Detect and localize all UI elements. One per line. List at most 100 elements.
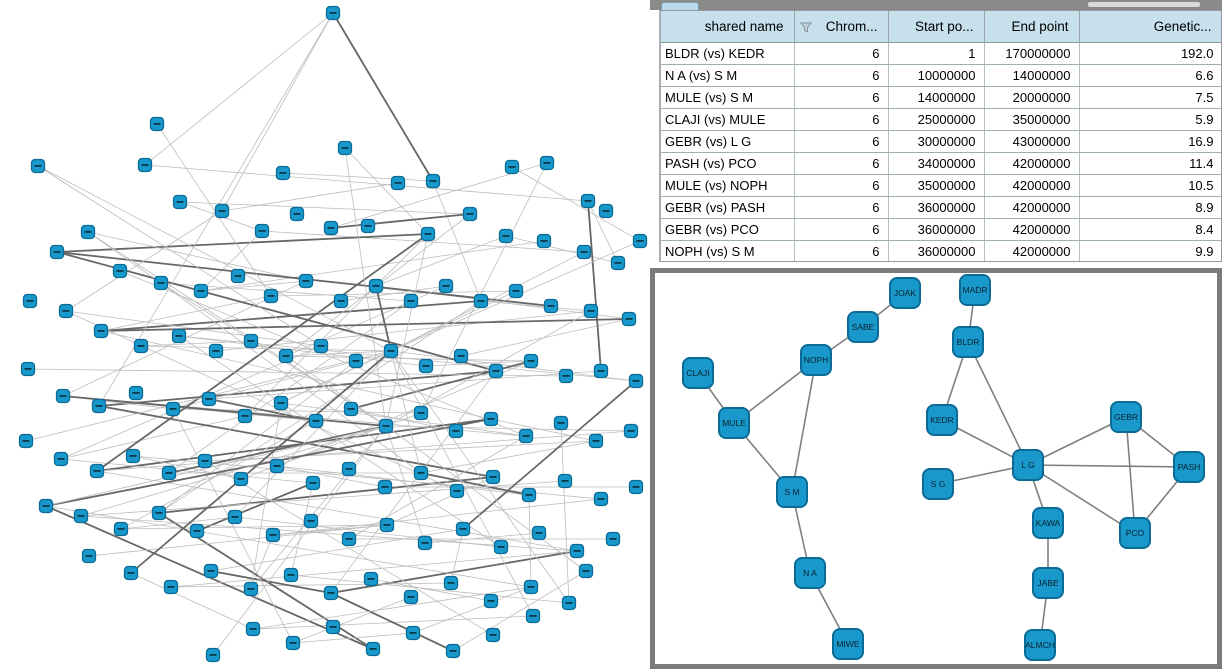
graph-edge[interactable] [505, 235, 619, 264]
graph-edge[interactable] [96, 470, 578, 552]
table-cell[interactable]: 36000000 [888, 196, 985, 219]
graph-edge[interactable] [144, 12, 334, 166]
graph-edge-L G-PASH[interactable] [1027, 464, 1190, 468]
graph-edge[interactable] [290, 482, 314, 576]
graph-edge[interactable] [130, 350, 392, 574]
graph-edge-BLDR-L G[interactable] [967, 341, 1029, 466]
graph-node-KAWA[interactable] [1032, 507, 1064, 539]
graph-edge[interactable] [344, 147, 387, 427]
graph-edge[interactable] [560, 422, 570, 604]
table-row[interactable]: BLDR (vs) KEDR 6 1 170000000 192.0 [661, 42, 1221, 65]
table-cell[interactable]: 36000000 [888, 218, 985, 241]
graph-edge-GEBR-L G[interactable] [1027, 416, 1127, 466]
graph-edge[interactable] [98, 370, 497, 407]
table-cell[interactable]: 42000000 [984, 196, 1080, 219]
graph-edge[interactable] [96, 430, 632, 472]
graph-edge[interactable] [460, 318, 630, 357]
table-cell[interactable]: 5.9 [1079, 108, 1221, 131]
graph-edge[interactable] [290, 574, 570, 604]
graph-edge[interactable] [27, 368, 567, 377]
graph-edge[interactable] [56, 251, 497, 372]
graph-edge[interactable] [221, 12, 334, 212]
graph-edge[interactable] [350, 408, 457, 432]
graph-edge[interactable] [62, 395, 387, 427]
graph-edge[interactable] [200, 230, 263, 292]
table-cell[interactable]: 6 [794, 174, 889, 197]
graph-edge[interactable] [292, 596, 412, 644]
table-row[interactable]: CLAJI (vs) MULE 6 25000000 35000000 5.9 [661, 108, 1221, 131]
table-cell[interactable]: BLDR (vs) KEDR [661, 42, 795, 65]
graph-node-N A[interactable] [794, 557, 826, 589]
graph-edge[interactable] [386, 476, 494, 526]
graph-edge[interactable] [282, 172, 434, 182]
graph-edge[interactable] [119, 270, 527, 437]
graph-edge-L G-PCO[interactable] [1027, 464, 1136, 534]
table-row[interactable]: PASH (vs) PCO 6 34000000 42000000 11.4 [661, 152, 1221, 175]
table-cell[interactable]: 1 [888, 42, 985, 65]
table-cell[interactable]: 16.9 [1079, 130, 1221, 153]
graph-edge[interactable] [200, 240, 545, 292]
graph-edge[interactable] [462, 380, 637, 530]
graph-edge[interactable] [292, 632, 414, 644]
graph-edge[interactable] [100, 318, 630, 332]
graph-node-ALMCH[interactable] [1024, 629, 1056, 661]
column-header-chromosome[interactable]: Chrom... [794, 11, 889, 43]
table-cell[interactable]: 6 [794, 64, 889, 87]
table-cell[interactable]: 8.9 [1079, 196, 1221, 219]
graph-edge[interactable] [204, 460, 494, 636]
graph-edge[interactable] [87, 231, 387, 427]
graph-edge[interactable] [375, 235, 507, 287]
graph-edge[interactable] [132, 455, 242, 480]
table-cell[interactable]: CLAJI (vs) MULE [661, 108, 795, 131]
graph-edge[interactable] [212, 425, 387, 656]
graph-edge[interactable] [587, 200, 602, 372]
column-header-shared-name[interactable]: shared name [661, 11, 795, 43]
table-cell[interactable]: 7.5 [1079, 86, 1221, 109]
graph-edge[interactable] [87, 231, 162, 284]
graph-edge[interactable] [272, 524, 388, 536]
graph-edge[interactable] [250, 425, 387, 590]
graph-edge[interactable] [196, 482, 314, 532]
graph-edge[interactable] [45, 425, 387, 507]
table-row[interactable]: NOPH (vs) S M 6 36000000 42000000 9.9 [661, 240, 1221, 261]
graph-edge-NOPH-S M[interactable] [791, 359, 817, 493]
graph-edge[interactable] [432, 180, 482, 302]
table-cell[interactable]: 11.4 [1079, 152, 1221, 175]
graph-edge[interactable] [234, 350, 392, 518]
graph-edge[interactable] [330, 592, 454, 652]
graph-edge[interactable] [385, 233, 429, 427]
graph-edge[interactable] [330, 213, 471, 229]
table-tab[interactable] [661, 2, 699, 10]
table-cell[interactable]: 42000000 [984, 152, 1080, 175]
graph-edge[interactable] [60, 415, 246, 460]
table-cell[interactable]: 30000000 [888, 130, 985, 153]
graph-edge[interactable] [375, 285, 392, 352]
table-cell[interactable]: 6 [794, 42, 889, 65]
graph-edge[interactable] [158, 300, 482, 514]
table-cell[interactable]: 14000000 [984, 64, 1080, 87]
table-cell[interactable]: MULE (vs) NOPH [661, 174, 795, 197]
graph-edge[interactable] [37, 165, 392, 352]
graph-node-SABE[interactable] [847, 311, 879, 343]
graph-edge[interactable] [490, 418, 597, 442]
filter-funnel-icon[interactable] [799, 22, 812, 33]
table-cell[interactable]: 192.0 [1079, 42, 1221, 65]
table-cell[interactable]: PASH (vs) PCO [661, 152, 795, 175]
column-header-genetic[interactable]: Genetic... [1079, 11, 1221, 43]
graph-edge[interactable] [370, 578, 492, 602]
graph-edge[interactable] [385, 425, 587, 572]
table-cell[interactable]: 10.5 [1079, 174, 1221, 197]
graph-edge[interactable] [156, 123, 272, 297]
table-row[interactable]: N A (vs) S M 6 10000000 14000000 6.6 [661, 64, 1221, 87]
network-overview-canvas[interactable] [0, 0, 655, 669]
table-cell[interactable]: 42000000 [984, 218, 1080, 241]
table-cell[interactable]: 42000000 [984, 240, 1080, 261]
graph-node-JABE[interactable] [1032, 567, 1064, 599]
graph-edge[interactable] [250, 534, 274, 590]
graph-edge[interactable] [65, 310, 458, 492]
graph-edge[interactable] [215, 310, 592, 352]
graph-node-BLDR[interactable] [952, 326, 984, 358]
graph-edge[interactable] [45, 418, 492, 507]
graph-edge[interactable] [178, 335, 502, 548]
graph-edge[interactable] [332, 12, 434, 182]
